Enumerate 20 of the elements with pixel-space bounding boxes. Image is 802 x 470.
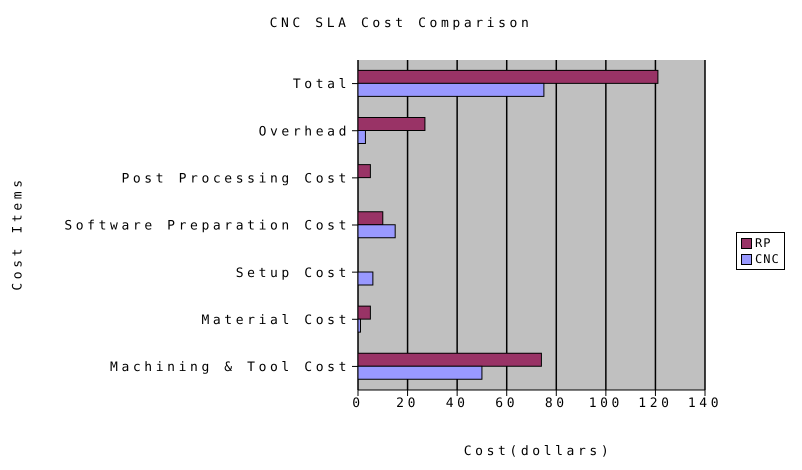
chart-title: CNC SLA Cost Comparison [270, 16, 532, 31]
y-axis-title: Cost Items [10, 176, 26, 290]
x-tick-label: 80 [544, 396, 568, 412]
y-tick-label: Machining & Tool Cost [110, 360, 350, 376]
legend-label: RP [755, 235, 772, 251]
y-tick-label: Setup Cost [236, 266, 350, 281]
y-tick-label: Overhead [258, 124, 350, 140]
y-tick-label: Total [292, 77, 350, 92]
x-tick-label: 40 [446, 396, 469, 412]
x-axis-title: Cost(dollars) [462, 444, 614, 459]
x-tick-label: 20 [396, 396, 419, 412]
x-tick-label: 140 [688, 396, 722, 412]
x-tick-label: 120 [638, 396, 673, 412]
y-tick-label: Material Cost [201, 312, 350, 328]
legend-label: CNC [755, 251, 780, 267]
y-tick-label: Post Processing Cost [121, 171, 350, 186]
x-tick-label: 0 [352, 396, 364, 412]
x-tick-label: 60 [495, 396, 518, 412]
y-tick-label: Software Preparation Cost [64, 218, 350, 234]
x-tick-label: 100 [588, 396, 623, 412]
